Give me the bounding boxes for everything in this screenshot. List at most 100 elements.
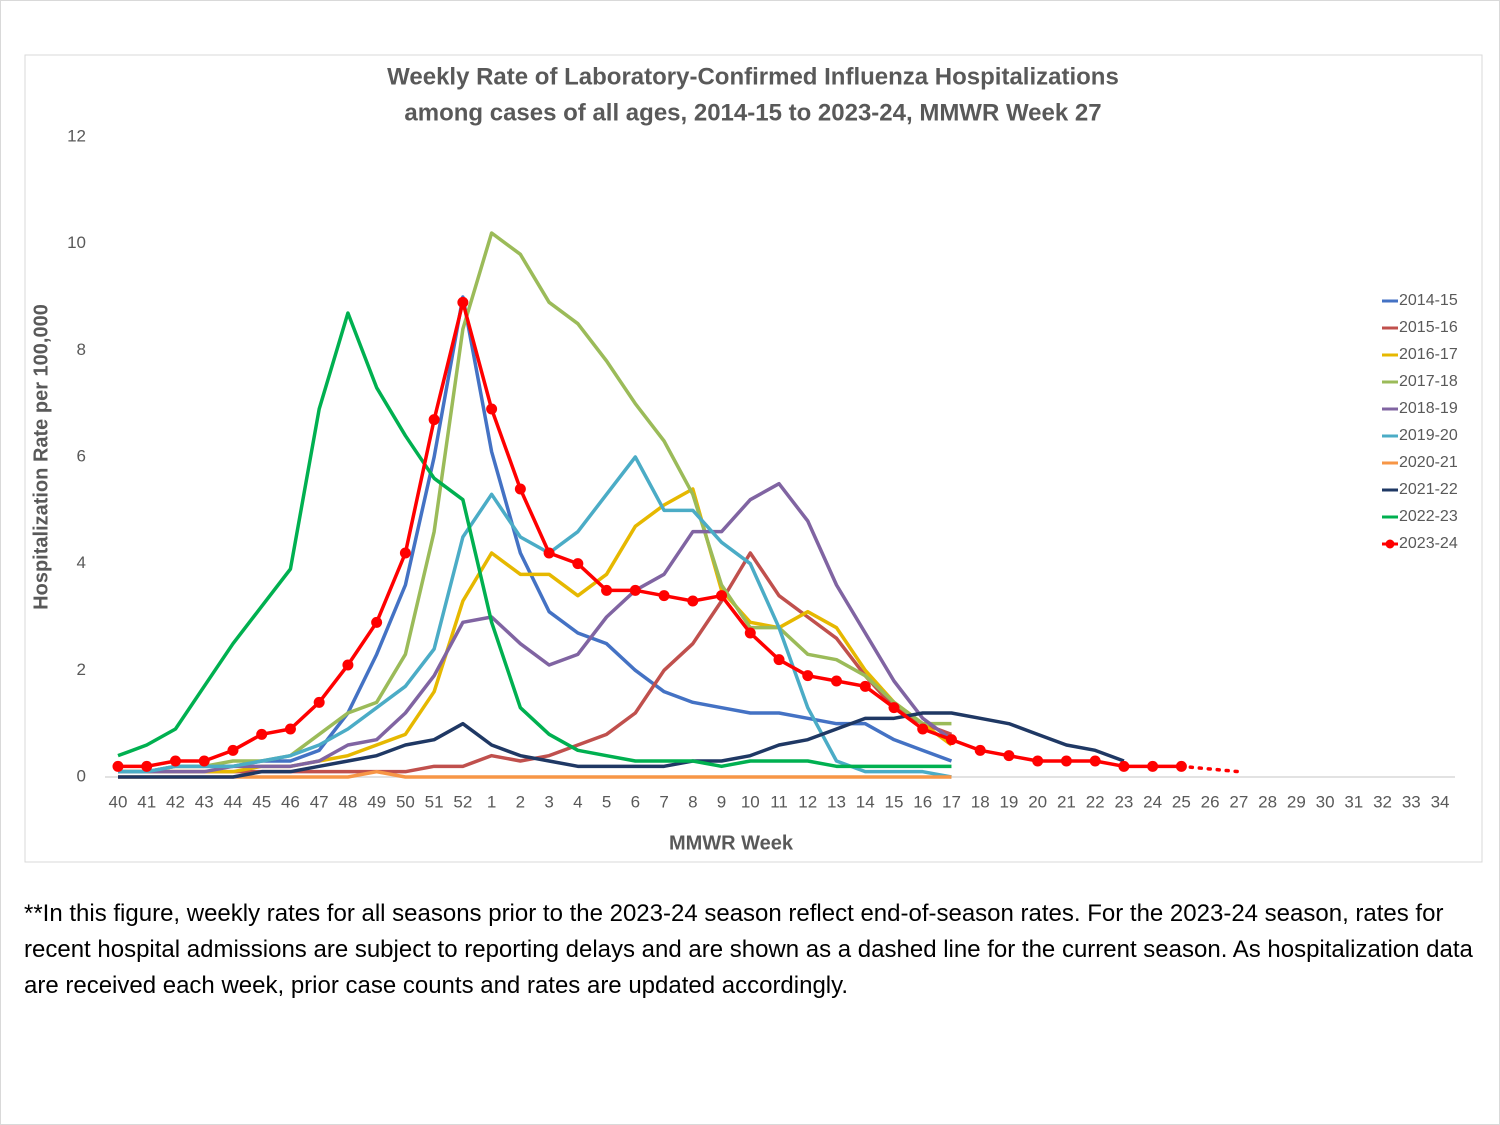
series-marker [859,680,871,692]
x-tick-label: 10 [741,792,760,811]
y-tick-label: 2 [77,660,86,679]
chart-title: among cases of all ages, 2014-15 to 2023… [404,99,1101,126]
x-tick-label: 49 [367,792,386,811]
x-tick-label: 42 [166,792,185,811]
series-marker [773,654,785,666]
x-tick-label: 18 [971,792,990,811]
x-tick-label: 12 [798,792,817,811]
series-marker [1003,750,1015,762]
series-marker [629,584,641,596]
x-tick-label: 5 [602,792,611,811]
legend-label: 2019-20 [1399,427,1458,444]
series-marker [371,616,383,628]
x-tick-label: 20 [1028,792,1047,811]
x-tick-label: 8 [688,792,697,811]
x-tick-label: 11 [770,792,788,811]
series-marker [543,547,555,559]
series-line [118,300,1182,769]
x-tick-label: 25 [1172,792,1191,811]
y-tick-label: 10 [67,233,86,252]
x-tick-label: 13 [827,792,846,811]
y-tick-label: 8 [77,340,86,359]
series-marker [744,627,756,639]
series-marker [1032,755,1044,767]
series-marker [514,483,526,495]
series-line [118,455,952,779]
series-marker [428,414,440,426]
series-marker [945,734,957,746]
series-marker [198,755,210,767]
chart: Weekly Rate of Laboratory-Confirmed Infl… [24,54,1483,863]
series-line [117,311,952,769]
x-tick-label: 23 [1114,792,1133,811]
series-marker [917,723,929,735]
x-tick-label: 34 [1431,792,1450,811]
series-marker [888,702,900,714]
x-tick-label: 50 [396,792,415,811]
x-tick-label: 2 [516,792,525,811]
series-marker [974,744,986,756]
legend-marker [1385,539,1395,549]
y-axis-label: Hospitalization Rate per 100,000 [30,304,52,610]
y-tick-label: 4 [77,553,86,572]
x-tick-label: 33 [1402,792,1421,811]
x-tick-label: 27 [1229,792,1248,811]
series-marker [457,296,469,308]
legend-label: 2016-17 [1399,346,1458,363]
x-tick-label: 43 [195,792,214,811]
y-tick-label: 0 [77,766,86,785]
x-tick-label: 9 [717,792,726,811]
series-marker [256,728,268,740]
x-tick-label: 44 [223,792,242,811]
y-tick-label: 12 [67,126,86,145]
x-tick-label: 47 [310,792,329,811]
x-tick-label: 1 [487,792,496,811]
series-marker [802,670,814,682]
series-marker [716,590,728,602]
x-tick-label: 19 [999,792,1018,811]
series-marker [601,584,613,596]
x-tick-label: 17 [942,792,961,811]
x-tick-label: 24 [1143,792,1162,811]
series-line [118,769,952,779]
x-tick-label: 41 [137,792,156,811]
x-tick-label: 28 [1258,792,1277,811]
series-marker [831,675,842,687]
series-marker [284,723,296,735]
chart-border [24,54,1483,863]
legend-label: 2020-21 [1399,454,1458,471]
legend-label: 2022-23 [1399,508,1458,525]
x-tick-label: 40 [109,792,128,811]
x-axis-label: MMWR Week [669,832,794,854]
x-tick-label: 14 [856,792,875,811]
series-marker [399,547,411,559]
x-tick-label: 3 [544,792,553,811]
x-tick-label: 26 [1201,792,1220,811]
series-marker [313,696,325,708]
series-line [118,295,953,774]
legend-label: 2014-15 [1399,292,1458,309]
series-line [118,711,1125,779]
x-tick-label: 21 [1057,792,1076,811]
series-marker [1060,755,1072,767]
legend-label: 2021-22 [1399,481,1458,498]
series-marker [1118,760,1130,772]
x-tick-label: 16 [913,792,932,811]
x-tick-label: 51 [425,792,444,811]
footnote: **In this figure, weekly rates for all s… [24,900,1473,999]
x-tick-label: 45 [252,792,271,811]
series-line [118,231,952,774]
series-marker [572,558,584,570]
x-tick-label: 15 [885,792,904,811]
series-marker [169,755,181,767]
x-tick-label: 46 [281,792,300,811]
x-tick-label: 31 [1344,792,1363,811]
series-marker [1089,755,1101,767]
series-marker [227,744,239,756]
x-tick-label: 52 [453,792,472,811]
series-line-dashed [1179,764,1241,774]
x-tick-label: 7 [659,792,668,811]
series-marker [342,659,354,671]
x-tick-label: 48 [338,792,357,811]
series-marker [1175,760,1187,772]
